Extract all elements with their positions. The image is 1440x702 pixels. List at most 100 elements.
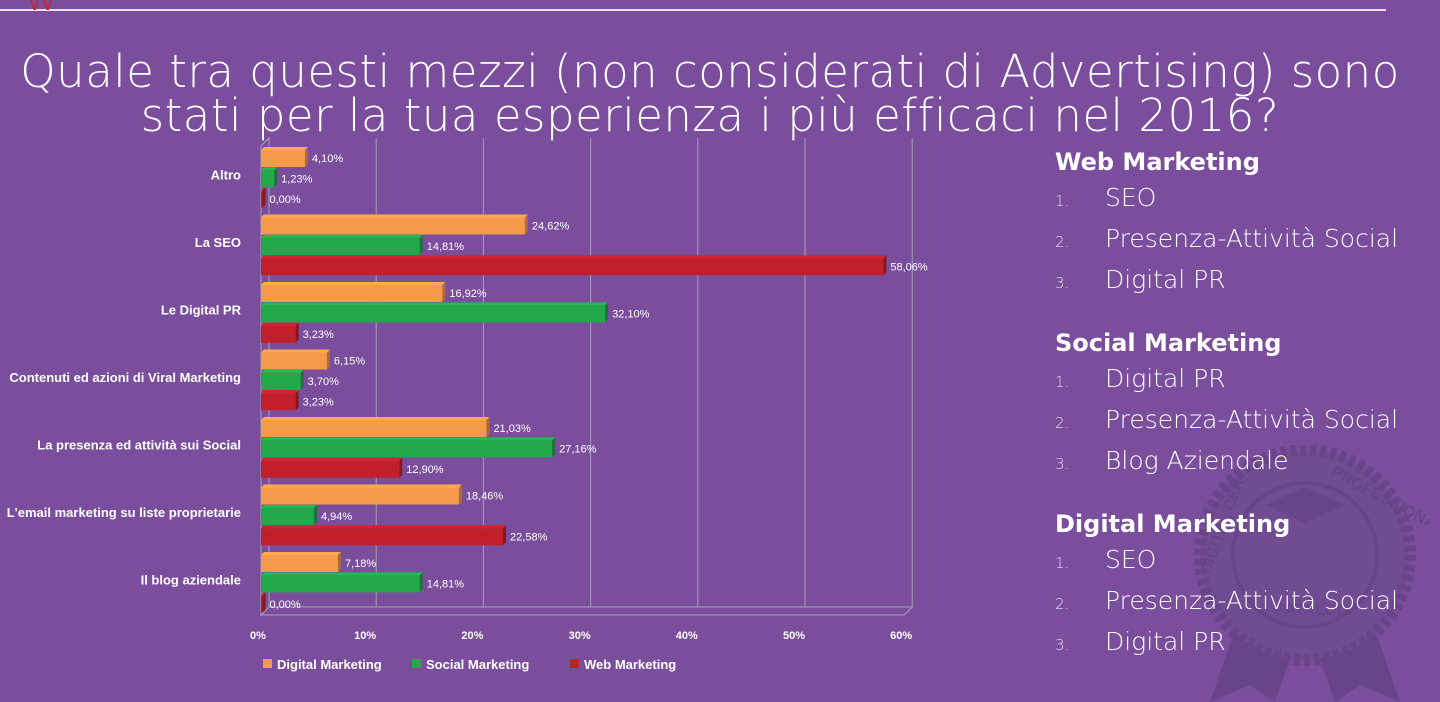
ranking-item-label: Digital PR <box>1105 265 1226 294</box>
bar <box>261 170 275 188</box>
ranking-item-number: 1. <box>1055 373 1070 391</box>
bar <box>261 595 263 613</box>
bar-side-face <box>552 437 556 458</box>
x-tick-label: 40% <box>676 630 698 642</box>
bar-side-face <box>419 572 423 593</box>
legend-label: Web Marketing <box>584 657 676 672</box>
bar-side-face <box>442 282 446 302</box>
ranking-item-label: Presenza-Attività Social <box>1105 586 1399 615</box>
bar-top-face <box>261 187 266 191</box>
bar <box>261 150 305 167</box>
bar-side-face <box>295 390 299 411</box>
bar-top-face <box>261 484 462 488</box>
ranking-item-label: Blog Aziendale <box>1105 446 1289 475</box>
chart-floor <box>259 606 914 616</box>
bar-side-face <box>300 369 304 390</box>
bar-top-face <box>261 390 299 394</box>
ranking-item-label: Presenza-Attività Social <box>1105 224 1399 253</box>
x-tick-label: 30% <box>569 630 591 642</box>
ranking-item: 3. Blog Aziendale <box>1055 442 1435 483</box>
ranking-item-number: 2. <box>1055 595 1070 613</box>
top-rule <box>0 9 1386 11</box>
legend-swatch <box>570 659 579 668</box>
data-label: 3,70% <box>308 376 339 388</box>
bar-side-face <box>883 255 887 276</box>
badge-seal-outer <box>1194 445 1416 666</box>
ranking-item-label: Digital PR <box>1105 627 1226 656</box>
data-label: 3,23% <box>303 396 334 408</box>
badge-bottom-text: PATALCO <box>1275 602 1349 619</box>
bar-side-face <box>605 302 609 323</box>
bar <box>261 555 338 572</box>
bar-side-face <box>274 167 278 188</box>
ranking-section: Social Marketing 1. Digital PR 2. Presenza-A… <box>1055 326 1435 483</box>
bar-side-face <box>337 552 341 572</box>
bar-side-face <box>313 504 317 525</box>
bar-top-face <box>261 592 266 596</box>
category-label: Contenuti ed azioni di Viral Marketing <box>9 370 241 385</box>
bar-top-face <box>261 282 446 285</box>
category-label: La presenza ed attività sui Social <box>37 438 241 453</box>
category-label: La SEO <box>195 235 241 250</box>
bar <box>261 420 487 437</box>
bar-side-face <box>503 525 507 546</box>
bar <box>261 487 459 505</box>
bar-side-face <box>262 187 266 208</box>
legend-label: Digital Marketing <box>277 657 382 672</box>
bar <box>261 372 301 390</box>
ranking-item-number: 3. <box>1055 636 1070 654</box>
bar <box>261 440 553 458</box>
bar-side-face <box>524 214 528 235</box>
x-tick-label: 10% <box>354 630 376 642</box>
data-label: 27,16% <box>559 443 597 455</box>
ranking-item-number: 1. <box>1055 554 1070 572</box>
badge-seal-inner <box>1231 481 1379 629</box>
ranking-item-label: Presenza-Attività Social <box>1105 405 1399 434</box>
bar <box>261 325 296 343</box>
bar-top-face <box>261 437 556 441</box>
slide-title-line-2: stati per la tua esperienza i più effica… <box>140 89 1280 143</box>
bar <box>261 528 504 546</box>
data-label: 0,00% <box>270 599 301 611</box>
bar <box>261 352 327 370</box>
bar-side-face <box>326 349 330 370</box>
ranking-section: Web Marketing 1. SEO 2. Presenza-Attività So… <box>1055 145 1435 302</box>
bar-top-face <box>261 255 887 259</box>
x-tick-label: 20% <box>461 630 483 642</box>
ranking-item: 1. SEO <box>1055 541 1435 582</box>
slide-title-line-1: Quale tra questi mezzi (non considerati … <box>20 45 1400 99</box>
x-tick-label: 50% <box>783 630 805 642</box>
category-label: Altro <box>211 168 241 183</box>
bar-top-face <box>261 234 423 238</box>
ranking-item-number: 3. <box>1055 274 1070 292</box>
bar-side-face <box>262 592 266 613</box>
ranking-item-number: 1. <box>1055 192 1070 210</box>
certification-badge-watermark: PROFESSIONAL DIGITAL CER PATALCO <box>1194 445 1430 702</box>
bar-top-face <box>261 167 278 171</box>
data-label: 4,94% <box>321 511 352 523</box>
data-label: 58,06% <box>890 261 928 273</box>
bar-top-face <box>261 525 507 529</box>
ranking-section-heading: Social Marketing <box>1055 329 1282 357</box>
ranking-item: 2. Presenza-Attività Social <box>1055 220 1435 261</box>
bar-side-face <box>295 322 299 343</box>
badge-mortarboard <box>1265 487 1345 523</box>
bar <box>261 217 525 235</box>
ranking-item-label: SEO <box>1105 545 1157 574</box>
ranking-section-heading: Web Marketing <box>1055 148 1260 176</box>
data-label: 12,90% <box>406 464 444 476</box>
bar-top-face <box>261 322 299 326</box>
category-label: Le Digital PR <box>161 303 242 318</box>
data-label: 3,23% <box>303 329 334 341</box>
bar <box>261 575 420 593</box>
bar <box>261 460 400 478</box>
ranking-item: 1. Digital PR <box>1055 360 1435 401</box>
data-label: 14,81% <box>427 578 465 590</box>
x-tick-label: 0% <box>250 630 266 642</box>
ranking-item: 3. Digital PR <box>1055 623 1435 664</box>
bar-side-face <box>419 234 423 255</box>
bar-top-face <box>261 147 308 150</box>
data-label: 0,00% <box>270 194 301 206</box>
bar-side-face <box>458 484 462 505</box>
bar-top-face <box>261 214 528 218</box>
